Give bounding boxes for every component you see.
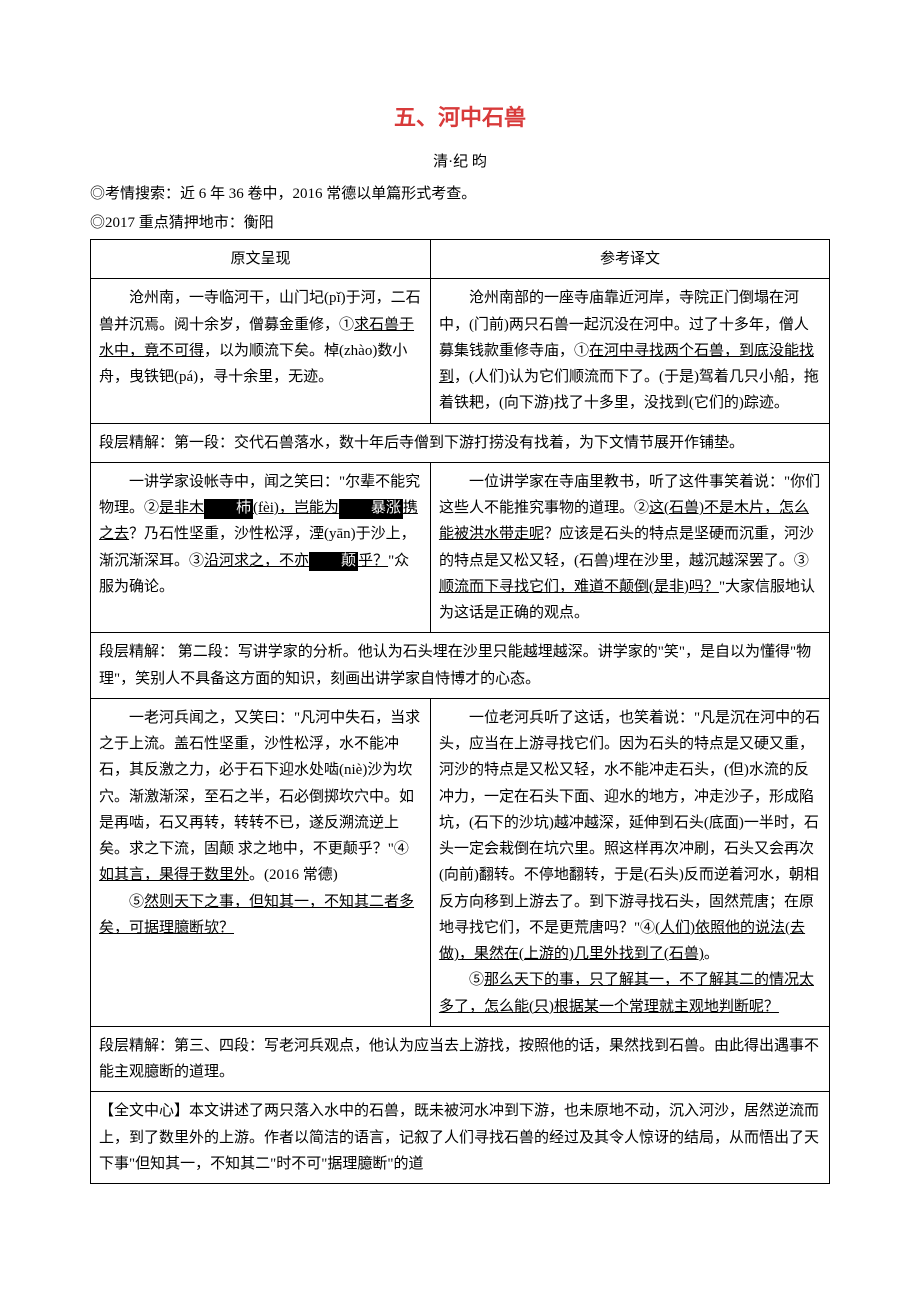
text: 一老河兵闻之，又笑曰："凡河中失石，当求之于上流。盖石性坚重，沙性松浮，水不能冲…: [99, 710, 420, 857]
para: 一老河兵闻之，又笑曰："凡河中失石，当求之于上流。盖石性坚重，沙性松浮，水不能冲…: [99, 705, 422, 889]
search-line-1: ◎考情搜索：近 6 年 36 卷中，2016 常德以单篇形式考查。: [90, 181, 830, 208]
header-original: 原文呈现: [91, 240, 431, 279]
para: 沧州南部的一座寺庙靠近河岸，寺院正门倒塌在河中，(门前)两只石兽一起沉没在河中。…: [439, 285, 821, 416]
table-header-row: 原文呈现 参考译文: [91, 240, 830, 279]
underline-text: 如其言，果得于数里外: [99, 867, 249, 883]
text: 是非木: [159, 500, 204, 516]
document-author: 清·纪 昀: [90, 150, 830, 171]
highlight-box: 颠: [309, 552, 358, 572]
para: ⑤那么天下的事，只了解其一，不了解其二的情况太多了，怎么能(只)根据某一个常理就…: [439, 967, 821, 1020]
cell-original-p2: 一讲学家设帐寺中，闻之笑曰："尔辈不能究物理。②是非木杮(fèi)，岂能为暴涨携…: [91, 462, 431, 633]
underline-text: 那么天下的事，只了解其一，不了解其二的情况太多了，怎么能(只)根据某一个常理就主…: [439, 972, 814, 1014]
text: ⑤: [469, 972, 484, 988]
text: 沿河求之，不亦: [204, 553, 309, 569]
text: 。(2016 常德): [249, 867, 338, 883]
cell-translation-p2: 一位讲学家在寺庙里教书，听了这件事笑着说："你们这些人不能推究事物的道理。②这(…: [430, 462, 829, 633]
table-row: 一老河兵闻之，又笑曰："凡河中失石，当求之于上流。盖石性坚重，沙性松浮，水不能冲…: [91, 698, 830, 1026]
para: 一讲学家设帐寺中，闻之笑曰："尔辈不能究物理。②是非木杮(fèi)，岂能为暴涨携…: [99, 469, 422, 600]
header-translation: 参考译文: [430, 240, 829, 279]
table-row: 段层精解：第三、四段：写老河兵观点，他认为应当去上游找，按照他的话，果然找到石兽…: [91, 1026, 830, 1092]
content-table: 原文呈现 参考译文 沧州南，一寺临河干，山门圮(pǐ)于河，二石兽并沉焉。阅十余…: [90, 239, 830, 1184]
underline-text: 顺流而下寻找它们，难道不颠倒(是非)吗？: [439, 579, 719, 595]
text: 乎？: [358, 553, 388, 569]
cell-translation-p3: 一位老河兵听了这话，也笑着说："凡是沉在河中的石头，应当在上游寻找它们。因为石头…: [430, 698, 829, 1026]
para: 一位老河兵听了这话，也笑着说："凡是沉在河中的石头，应当在上游寻找它们。因为石头…: [439, 705, 821, 968]
text: 。: [704, 946, 719, 962]
search-line-2: ◎2017 重点猜押地市：衡阳: [90, 210, 830, 237]
para: 一位讲学家在寺庙里教书，听了这件事笑着说："你们这些人不能推究事物的道理。②这(…: [439, 469, 821, 627]
full-text-center: 【全文中心】本文讲述了两只落入水中的石兽，既未被河水冲到下游，也未原地不动，沉入…: [91, 1092, 830, 1184]
para: 沧州南，一寺临河干，山门圮(pǐ)于河，二石兽并沉焉。阅十余岁，僧募金重修，①求…: [99, 285, 422, 390]
underline-text: 然则天下之事，但知其一，不知其二者多矣，可据理臆断欤？: [99, 894, 414, 936]
underline-text: 沿河求之，不亦颠乎？: [204, 553, 388, 569]
segment-note-1: 段层精解：第一段：交代石兽落水，数十年后寺僧到下游打捞没有找着，为下文情节展开作…: [91, 423, 830, 462]
text: ，(人们)认为它们顺流而下了。(于是)驾着几只小船，拖着铁耙，(向下游)找了十多…: [439, 369, 819, 411]
highlight-box: 暴涨: [339, 499, 403, 519]
text: 一位老河兵听了这话，也笑着说："凡是沉在河中的石头，应当在上游寻找它们。因为石头…: [439, 710, 820, 936]
table-row: 一讲学家设帐寺中，闻之笑曰："尔辈不能究物理。②是非木杮(fèi)，岂能为暴涨携…: [91, 462, 830, 633]
table-row: 【全文中心】本文讲述了两只落入水中的石兽，既未被河水冲到下游，也未原地不动，沉入…: [91, 1092, 830, 1184]
cell-original-p1: 沧州南，一寺临河干，山门圮(pǐ)于河，二石兽并沉焉。阅十余岁，僧募金重修，①求…: [91, 279, 431, 423]
table-row: 沧州南，一寺临河干，山门圮(pǐ)于河，二石兽并沉焉。阅十余岁，僧募金重修，①求…: [91, 279, 830, 423]
text: (fèi)，岂能为: [253, 500, 339, 516]
page-root: 五、河中石兽 清·纪 昀 ◎考情搜索：近 6 年 36 卷中，2016 常德以单…: [0, 0, 920, 1302]
table-row: 段层精解：第一段：交代石兽落水，数十年后寺僧到下游打捞没有找着，为下文情节展开作…: [91, 423, 830, 462]
cell-translation-p1: 沧州南部的一座寺庙靠近河岸，寺院正门倒塌在河中，(门前)两只石兽一起沉没在河中。…: [430, 279, 829, 423]
table-row: 段层精解： 第二段：写讲学家的分析。他认为石头埋在沙里只能越埋越深。讲学家的"笑…: [91, 633, 830, 699]
document-title: 五、河中石兽: [90, 100, 830, 132]
para: ⑤然则天下之事，但知其一，不知其二者多矣，可据理臆断欤？: [99, 889, 422, 942]
highlight-box: 杮: [204, 499, 253, 519]
segment-note-3: 段层精解：第三、四段：写老河兵观点，他认为应当去上游找，按照他的话，果然找到石兽…: [91, 1026, 830, 1092]
text: ⑤: [129, 894, 144, 910]
segment-note-2: 段层精解： 第二段：写讲学家的分析。他认为石头埋在沙里只能越埋越深。讲学家的"笑…: [91, 633, 830, 699]
cell-original-p3: 一老河兵闻之，又笑曰："凡河中失石，当求之于上流。盖石性坚重，沙性松浮，水不能冲…: [91, 698, 431, 1026]
